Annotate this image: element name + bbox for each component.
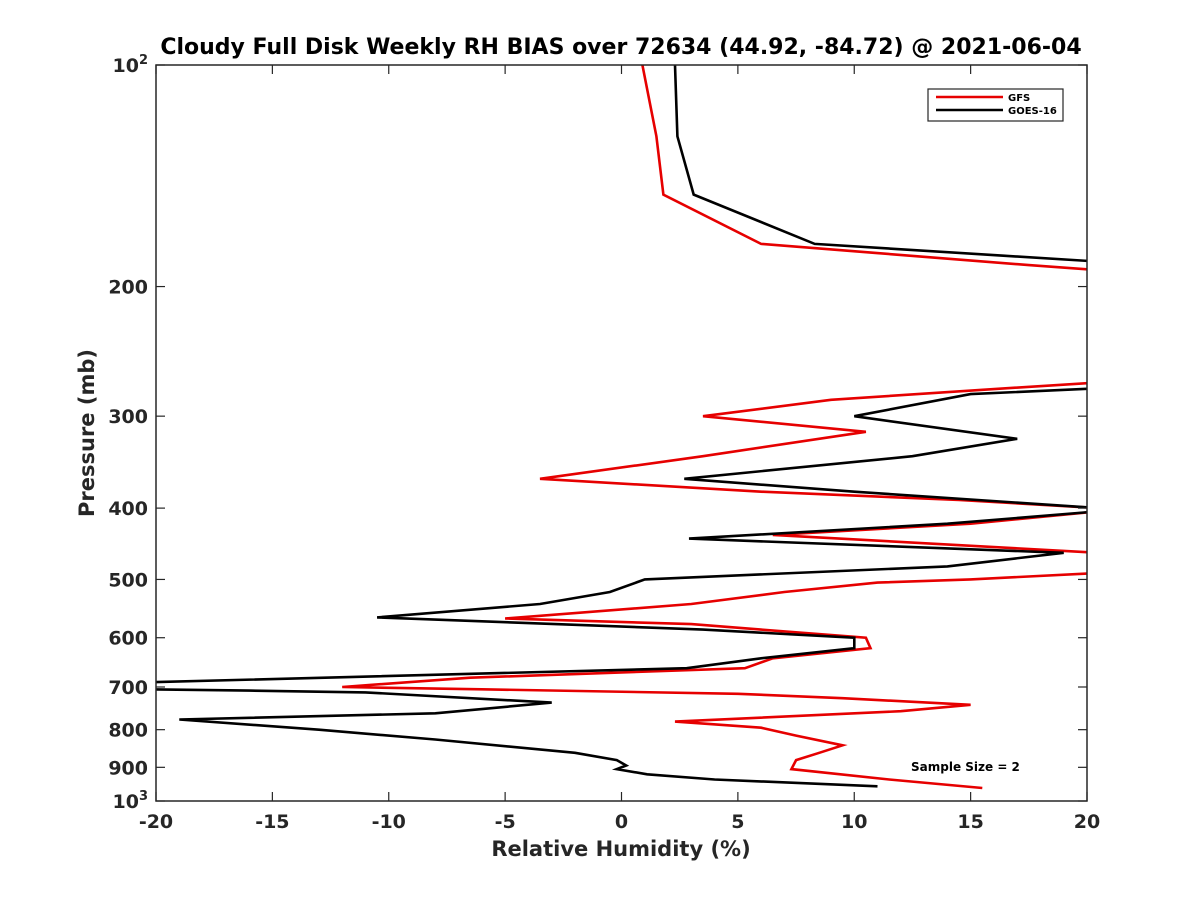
x-tick-label: 20 xyxy=(1074,811,1100,833)
chart-title: Cloudy Full Disk Weekly RH BIAS over 726… xyxy=(160,35,1081,60)
sample-size-annotation: Sample Size = 2 xyxy=(911,760,1020,774)
y-axis-label: Pressure (mb) xyxy=(75,349,99,517)
legend-label-goes16: GOES-16 xyxy=(1008,106,1057,117)
y-tick-label: 400 xyxy=(108,498,148,520)
y-tick-label: 300 xyxy=(108,406,148,428)
legend-box xyxy=(927,88,1064,122)
x-tick-label: -15 xyxy=(255,811,289,833)
y-tick-label: 500 xyxy=(108,569,148,591)
ticks-layer: -20 -15 -10 -5 0 5 10 15 20102200300400500600700… xyxy=(108,53,1100,833)
x-tick-label: 10 xyxy=(841,811,867,833)
y-tick-label: 103 xyxy=(113,789,149,813)
x-tick-label: -20 xyxy=(139,811,173,833)
series-line-gfs xyxy=(342,65,1087,790)
x-tick-label: -10 xyxy=(372,811,406,833)
y-tick-label: 800 xyxy=(108,720,148,742)
y-tick-label: 900 xyxy=(108,757,148,779)
y-tick-label: 700 xyxy=(108,677,148,699)
x-axis-label: Relative Humidity (%) xyxy=(491,837,750,861)
y-tick-label: 200 xyxy=(108,277,148,299)
y-tick-label: 600 xyxy=(108,628,148,650)
series-line-goes16 xyxy=(156,65,1087,788)
x-tick-label: 0 xyxy=(615,811,628,833)
x-tick-label: 5 xyxy=(731,811,744,833)
x-tick-label: 15 xyxy=(957,811,983,833)
series-layer xyxy=(156,65,1087,790)
legend-label-gfs: GFS xyxy=(1008,93,1030,104)
legend: GFS GOES-16 xyxy=(927,88,1064,122)
x-tick-label: -5 xyxy=(495,811,516,833)
